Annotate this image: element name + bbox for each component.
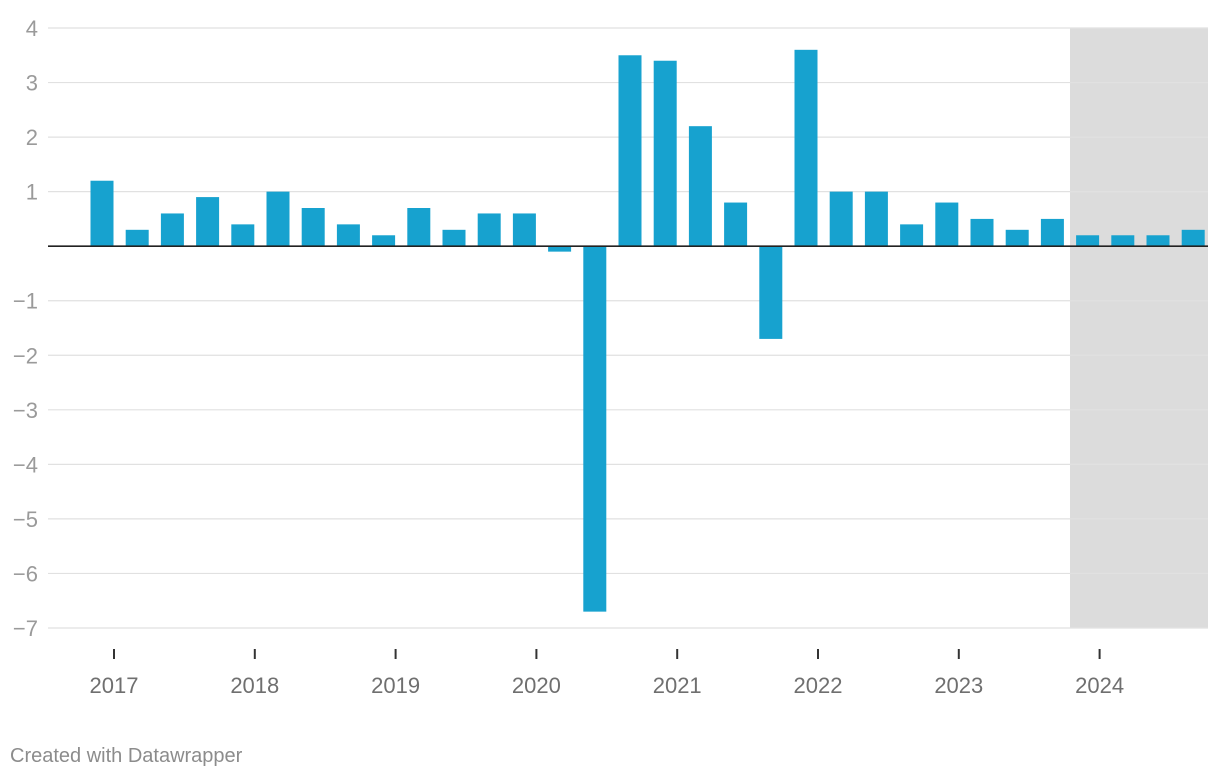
bar <box>1040 218 1064 247</box>
x-tick-label: 2017 <box>90 673 139 698</box>
bar <box>1005 229 1029 247</box>
x-tick-label: 2024 <box>1075 673 1124 698</box>
y-axis-tick-labels: 4 3 2 1 −1 −2 −3 −4 −5 −6 −7 <box>13 16 38 641</box>
y-tick-label: −1 <box>13 289 38 314</box>
x-tick-label: 2018 <box>230 673 279 698</box>
y-tick-label: −6 <box>13 561 38 586</box>
bar <box>653 60 677 247</box>
bar <box>583 246 607 612</box>
bar <box>407 208 431 247</box>
y-tick-label: 2 <box>26 125 38 150</box>
bar <box>724 202 748 247</box>
forecast-shaded-region-layer <box>1070 28 1208 628</box>
bar <box>301 208 325 247</box>
bar <box>372 235 396 247</box>
x-tick-label: 2020 <box>512 673 561 698</box>
forecast-shaded-region <box>1070 28 1208 628</box>
bar <box>196 197 220 247</box>
bar <box>970 218 994 247</box>
bar <box>829 191 853 247</box>
y-tick-label: −4 <box>13 452 38 477</box>
datawrapper-credit: Created with Datawrapper <box>10 745 243 767</box>
y-tick-label: −7 <box>13 616 38 641</box>
bar <box>125 229 149 247</box>
bar <box>688 126 712 247</box>
bar <box>1111 235 1135 247</box>
bar <box>935 202 959 247</box>
bar <box>1181 229 1205 247</box>
x-tick-label: 2021 <box>653 673 702 698</box>
bar <box>900 224 924 247</box>
bar <box>548 246 572 252</box>
bar <box>1146 235 1170 247</box>
bar <box>759 246 783 339</box>
bar <box>618 55 642 247</box>
bar <box>442 229 466 247</box>
bar <box>1076 235 1100 247</box>
bar <box>231 224 255 247</box>
bar <box>266 191 290 247</box>
bar <box>160 213 184 247</box>
bar <box>90 180 114 247</box>
bar <box>794 49 818 247</box>
bar <box>477 213 501 247</box>
x-axis: 2017 2018 2019 2020 2021 2022 2023 2024 <box>90 649 1124 698</box>
y-tick-label: 3 <box>26 71 38 96</box>
bars <box>90 49 1205 612</box>
x-tick-label: 2023 <box>934 673 983 698</box>
y-tick-label: 4 <box>26 16 38 41</box>
y-tick-label: −3 <box>13 398 38 423</box>
bar <box>864 191 888 247</box>
y-tick-label: 1 <box>26 180 38 205</box>
y-tick-label: −5 <box>13 507 38 532</box>
x-tick-label: 2019 <box>371 673 420 698</box>
gridlines <box>48 27 1208 629</box>
y-tick-label: −2 <box>13 343 38 368</box>
bar <box>512 213 536 247</box>
bar <box>336 224 360 247</box>
x-tick-label: 2022 <box>794 673 843 698</box>
